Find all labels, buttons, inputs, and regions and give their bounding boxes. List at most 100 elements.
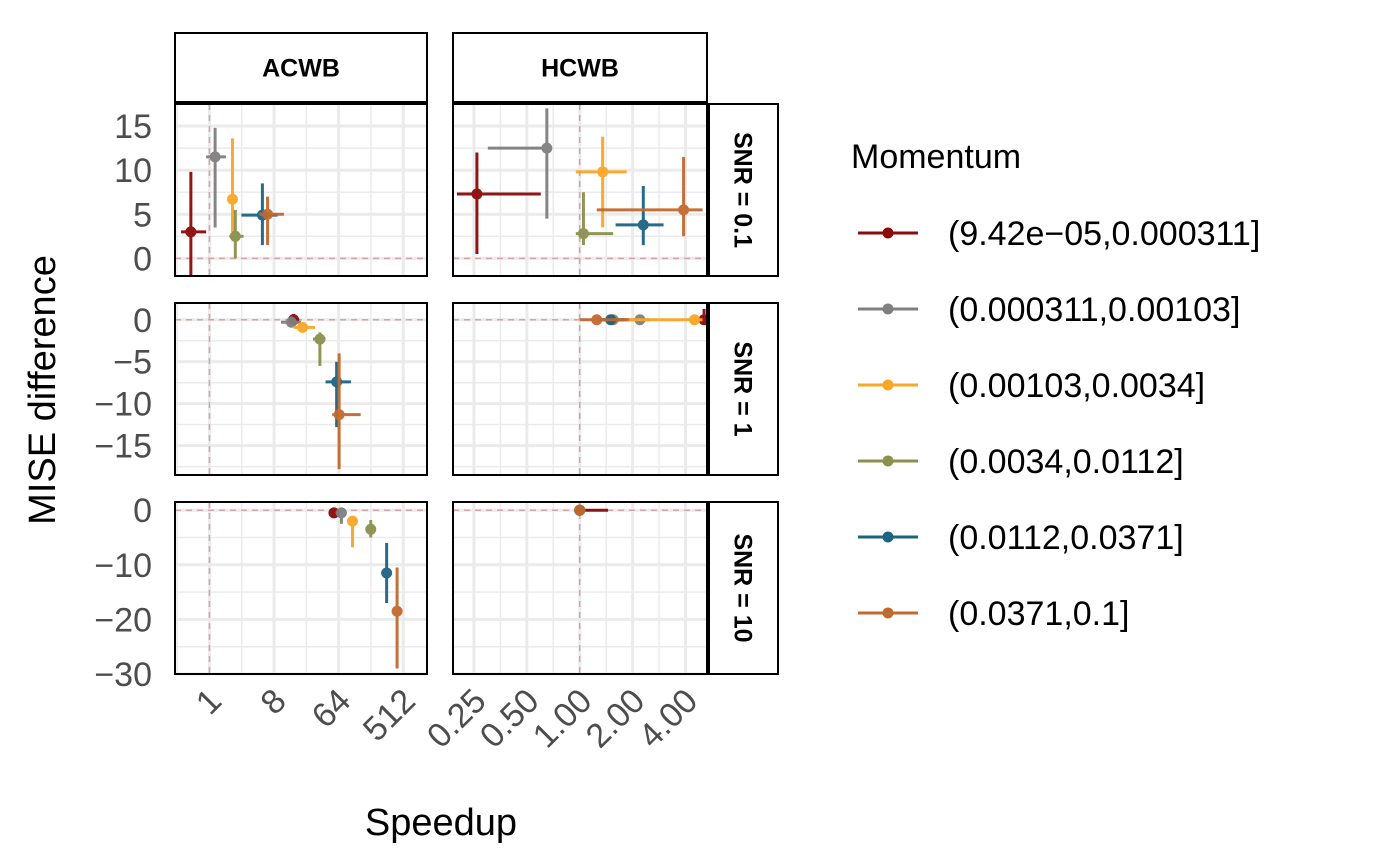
y-tick-label: 0 (133, 302, 152, 340)
x-tick-label: 8 (253, 682, 293, 722)
legend-swatch-point (882, 303, 894, 315)
panel-border (174, 103, 428, 277)
data-point-series-0 (180, 171, 207, 276)
y-tick-label: 0 (133, 492, 152, 530)
panel-acwb-row1 (174, 302, 428, 476)
legend-entry: (0.0034,0.0112] (858, 443, 1184, 481)
data-point-series-2 (293, 321, 316, 333)
strip-column-box (174, 32, 428, 103)
point-marker (574, 504, 586, 516)
data-point-series-5 (596, 156, 703, 237)
point-marker (541, 142, 553, 154)
y-tick-label: 0 (133, 240, 152, 278)
data-point-series-1 (206, 127, 226, 228)
legend-title: Momentum (851, 138, 1021, 176)
strips-layer: ACWB HCWB SNR = 0.1 SNR = 1 SNR = 10 (174, 32, 779, 675)
legend-swatch-point (882, 607, 894, 619)
point-marker (335, 507, 347, 519)
data-point-series-5 (391, 567, 403, 669)
y-tick-label: −10 (94, 386, 152, 424)
point-marker (591, 314, 603, 326)
data-point-series-0 (456, 152, 541, 254)
strip-column-box (452, 32, 708, 103)
point-marker (381, 567, 393, 579)
data-point-series-4 (615, 186, 664, 246)
legend-swatch-point (882, 379, 894, 391)
data-point-series-4 (381, 542, 393, 604)
data-point-series-5 (574, 504, 586, 516)
legend-entry: (0.0112,0.0371] (858, 519, 1184, 557)
y-tick-label: 15 (114, 108, 152, 146)
legend-entry-label: (0.0034,0.0112] (948, 443, 1184, 481)
panel-acwb-row0 (174, 103, 428, 277)
panel-border (174, 302, 428, 476)
strip-row-label: SNR = 10 (729, 533, 757, 642)
point-marker (314, 333, 326, 345)
data-point-series-5 (332, 353, 361, 470)
legend: Momentum (9.42e−05,0.000311] (0.000311,0.… (851, 138, 1260, 633)
legend-swatch-point (882, 531, 894, 543)
panel-border (452, 302, 708, 476)
data-point-series-5 (579, 314, 629, 326)
point-marker (333, 409, 345, 421)
point-marker (185, 226, 197, 238)
point-marker (209, 151, 221, 163)
x-tick-label: 512 (356, 682, 423, 749)
y-tick-label: 5 (133, 196, 152, 234)
point-marker (577, 228, 589, 240)
data-point-series-3 (575, 192, 614, 246)
point-marker (689, 314, 701, 326)
x-axis-title: Speedup (365, 802, 517, 844)
legend-entry-label: (9.42e−05,0.000311] (948, 215, 1260, 253)
panel-hcwb-row1 (452, 302, 710, 476)
point-marker (678, 204, 690, 216)
legend-entry-label: (0.0371,0.1] (948, 595, 1129, 633)
legend-entry: (0.0371,0.1] (858, 595, 1129, 633)
y-tick-label: −5 (113, 344, 152, 382)
legend-entry: (9.42e−05,0.000311] (858, 215, 1260, 253)
panel-border (174, 501, 428, 675)
point-marker (226, 193, 238, 205)
data-point-series-3 (312, 332, 326, 366)
panel-hcwb-row2 (452, 501, 708, 676)
point-marker (597, 166, 609, 178)
legend-swatch-point (882, 455, 894, 467)
data-point-series-3 (229, 209, 244, 259)
point-marker (391, 605, 403, 617)
x-tick-label: 4.00 (632, 682, 706, 756)
point-marker (285, 316, 297, 328)
panel-acwb-row2 (174, 501, 428, 676)
point-marker (471, 188, 483, 200)
strip-column-label: HCWB (541, 55, 619, 83)
panel-border (452, 103, 708, 277)
data-point-series-2 (347, 515, 359, 548)
strip-row-box (708, 501, 779, 675)
y-axis-title: MISE difference (22, 255, 64, 525)
legend-swatch-point (882, 227, 894, 239)
point-marker (365, 523, 377, 535)
y-tick-label: −15 (94, 428, 152, 466)
y-tick-label: −10 (94, 547, 152, 585)
data-point-series-2 (226, 138, 238, 232)
data-point-series-3 (365, 520, 377, 538)
strip-row-label: SNR = 1 (729, 341, 757, 436)
data-point-series-2 (575, 136, 627, 228)
point-marker (262, 208, 274, 220)
point-marker (637, 219, 649, 231)
y-tick-label: −20 (94, 601, 152, 639)
legend-entry: (0.000311,0.00103] (858, 291, 1240, 329)
data-point-series-1 (280, 316, 301, 328)
y-tick-label: 10 (114, 152, 152, 190)
legend-entry-label: (0.00103,0.0034] (948, 367, 1205, 405)
y-tick-label: −30 (94, 656, 152, 694)
legend-entry: (0.00103,0.0034] (858, 367, 1205, 405)
point-marker (297, 321, 309, 333)
data-point-series-1 (335, 507, 347, 524)
legend-entry-label: (0.0112,0.0371] (948, 519, 1184, 557)
point-marker (229, 230, 241, 242)
data-point-series-1 (487, 108, 553, 219)
strip-row-box (708, 103, 779, 277)
strip-row-box (708, 302, 779, 476)
